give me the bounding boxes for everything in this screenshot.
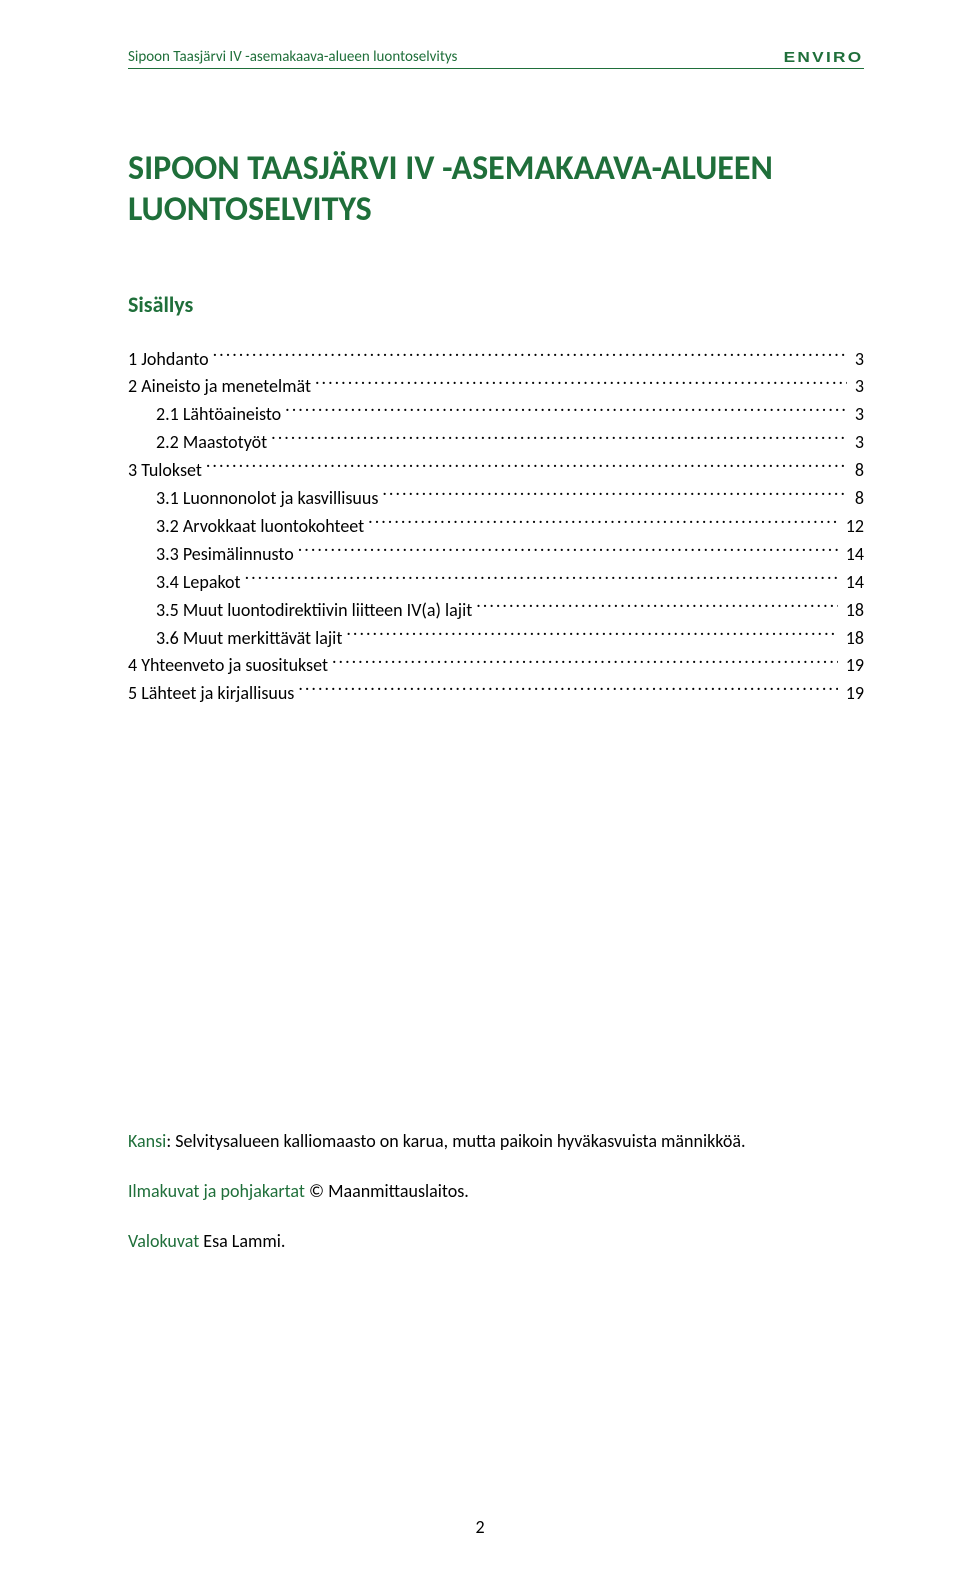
toc-row: 5 Lähteet ja kirjallisuus 19 bbox=[128, 680, 864, 708]
toc-label: 2.1 Lähtöaineisto bbox=[156, 401, 281, 429]
toc-row: 3.6 Muut merkittävät lajit 18 bbox=[128, 625, 864, 653]
toc-leader-dots bbox=[298, 681, 837, 699]
page-header: Sipoon Taasjärvi IV -asemakaava-alueen l… bbox=[128, 48, 864, 69]
toc-leader-dots bbox=[315, 374, 847, 392]
toc-label: 1 Johdanto bbox=[128, 346, 209, 374]
toc-label: 3 Tulokset bbox=[128, 457, 202, 485]
page-number: 2 bbox=[0, 1516, 960, 1538]
toc-page-number: 3 bbox=[851, 401, 864, 429]
toc-page-number: 3 bbox=[851, 373, 864, 401]
toc-leader-dots bbox=[285, 402, 847, 420]
toc-page-number: 19 bbox=[842, 652, 864, 680]
toc-row: 3.3 Pesimälinnusto 14 bbox=[128, 541, 864, 569]
cover-credit: Kansi: Selvitysalueen kalliomaasto on ka… bbox=[128, 1128, 864, 1156]
photo-text: Esa Lammi. bbox=[199, 1230, 285, 1252]
toc-leader-dots bbox=[213, 347, 847, 365]
toc-leader-dots bbox=[298, 542, 838, 560]
toc-label: 2.2 Maastotyöt bbox=[156, 429, 267, 457]
toc-label: 3.6 Muut merkittävät lajit bbox=[156, 625, 342, 653]
header-logo-text: ENVIRO bbox=[784, 49, 864, 66]
toc-row: 2.1 Lähtöaineisto 3 bbox=[128, 401, 864, 429]
toc-page-number: 18 bbox=[842, 597, 864, 625]
cover-label: Kansi bbox=[128, 1130, 166, 1152]
toc-leader-dots bbox=[382, 486, 847, 504]
toc-list: 1 Johdanto32 Aineisto ja menetelmät32.1 … bbox=[128, 346, 864, 709]
toc-page-number: 8 bbox=[851, 485, 864, 513]
toc-row: 1 Johdanto 3 bbox=[128, 346, 864, 374]
toc-row: 3.4 Lepakot 14 bbox=[128, 569, 864, 597]
toc-label: 3.1 Luonnonolot ja kasvillisuus bbox=[156, 485, 378, 513]
toc-page-number: 3 bbox=[851, 429, 864, 457]
toc-row: 3.5 Muut luontodirektiivin liitteen IV(a… bbox=[128, 597, 864, 625]
toc-heading: Sisällys bbox=[128, 291, 864, 318]
toc-leader-dots bbox=[476, 598, 838, 616]
toc-row: 3 Tulokset 8 bbox=[128, 457, 864, 485]
photo-credit: Valokuvat Esa Lammi. bbox=[128, 1228, 864, 1256]
toc-leader-dots bbox=[271, 430, 847, 448]
toc-leader-dots bbox=[332, 653, 838, 671]
toc-row: 2 Aineisto ja menetelmät 3 bbox=[128, 373, 864, 401]
toc-page-number: 12 bbox=[842, 513, 864, 541]
toc-page-number: 18 bbox=[842, 625, 864, 653]
document-page: Sipoon Taasjärvi IV -asemakaava-alueen l… bbox=[0, 0, 960, 1578]
imagery-credit: Ilmakuvat ja pohjakartat © Maanmittausla… bbox=[128, 1178, 864, 1206]
toc-page-number: 8 bbox=[851, 457, 864, 485]
toc-leader-dots bbox=[245, 570, 838, 588]
toc-label: 5 Lähteet ja kirjallisuus bbox=[128, 680, 294, 708]
toc-page-number: 14 bbox=[842, 569, 864, 597]
toc-row: 3.2 Arvokkaat luontokohteet 12 bbox=[128, 513, 864, 541]
toc-label: 2 Aineisto ja menetelmät bbox=[128, 373, 311, 401]
toc-leader-dots bbox=[368, 514, 838, 532]
title-line-1: SIPOON TAASJÄRVI IV -ASEMAKAAVA-ALUEEN bbox=[128, 148, 773, 189]
toc-page-number: 3 bbox=[851, 346, 864, 374]
imagery-label: Ilmakuvat ja pohjakartat bbox=[128, 1180, 305, 1202]
imagery-text: © Maanmittauslaitos. bbox=[305, 1180, 469, 1202]
toc-label: 3.5 Muut luontodirektiivin liitteen IV(a… bbox=[156, 597, 472, 625]
title-line-2: LUONTOSELVITYS bbox=[128, 189, 372, 230]
header-left-text: Sipoon Taasjärvi IV -asemakaava-alueen l… bbox=[128, 48, 457, 66]
toc-leader-dots bbox=[206, 458, 847, 476]
document-title: SIPOON TAASJÄRVI IV -ASEMAKAAVA-ALUEEN L… bbox=[128, 149, 864, 231]
toc-row: 2.2 Maastotyöt 3 bbox=[128, 429, 864, 457]
photo-label: Valokuvat bbox=[128, 1230, 199, 1252]
toc-label: 3.3 Pesimälinnusto bbox=[156, 541, 294, 569]
toc-page-number: 14 bbox=[842, 541, 864, 569]
toc-row: 4 Yhteenveto ja suositukset 19 bbox=[128, 652, 864, 680]
toc-page-number: 19 bbox=[842, 680, 864, 708]
toc-row: 3.1 Luonnonolot ja kasvillisuus 8 bbox=[128, 485, 864, 513]
toc-label: 3.4 Lepakot bbox=[156, 569, 241, 597]
credits-block: Kansi: Selvitysalueen kalliomaasto on ka… bbox=[128, 1128, 864, 1256]
toc-label: 4 Yhteenveto ja suositukset bbox=[128, 652, 328, 680]
toc-label: 3.2 Arvokkaat luontokohteet bbox=[156, 513, 364, 541]
toc-leader-dots bbox=[346, 626, 837, 644]
cover-text: : Selvitysalueen kalliomaasto on karua, … bbox=[166, 1130, 745, 1152]
